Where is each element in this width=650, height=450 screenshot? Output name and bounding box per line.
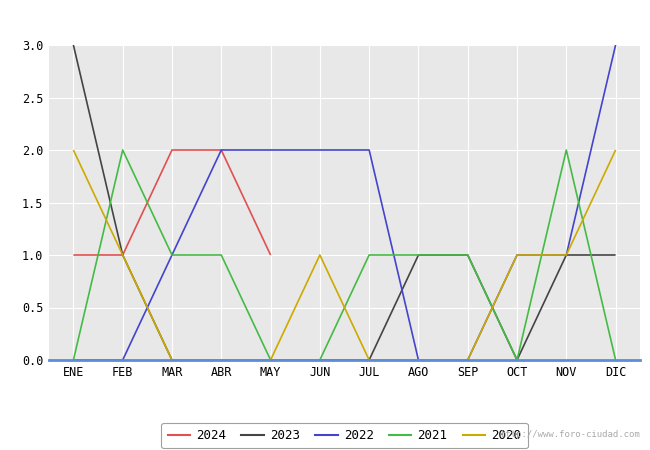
Legend: 2024, 2023, 2022, 2021, 2020: 2024, 2023, 2022, 2021, 2020 xyxy=(161,423,528,448)
Text: Matriculaciones de Vehiculos en Valdemaqueda: Matriculaciones de Vehiculos en Valdemaq… xyxy=(105,11,545,29)
Text: http://www.foro-ciudad.com: http://www.foro-ciudad.com xyxy=(500,430,640,439)
